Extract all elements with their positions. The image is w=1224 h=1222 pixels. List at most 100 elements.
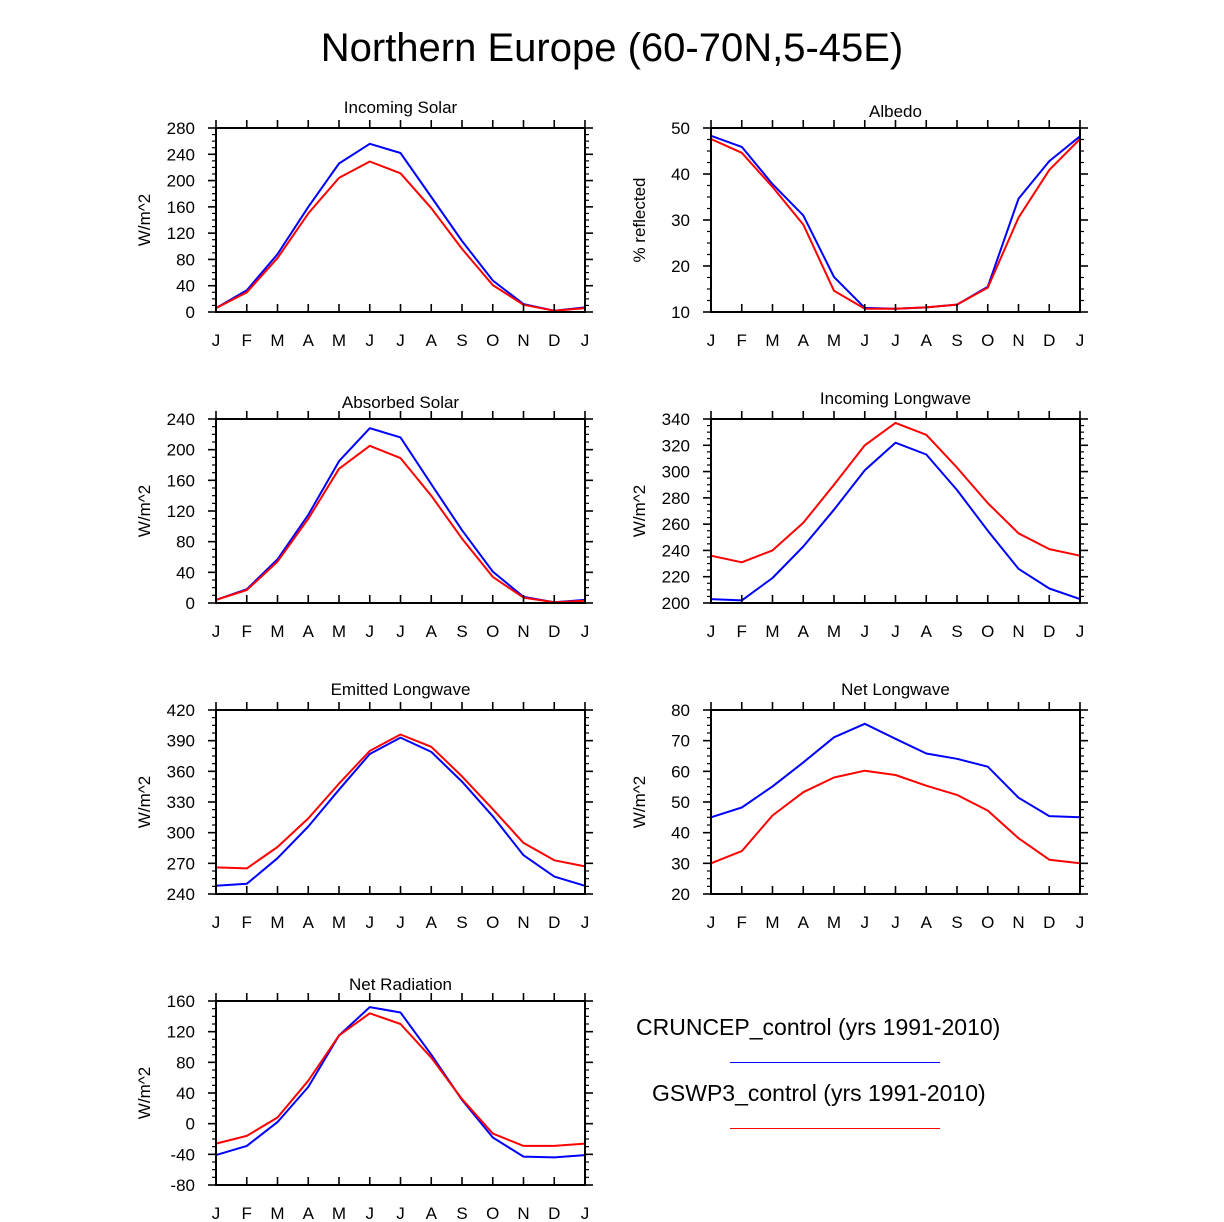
- x-tick-label: N: [517, 622, 529, 641]
- x-tick-label: A: [921, 622, 933, 641]
- y-tick-label: 0: [186, 303, 195, 322]
- x-tick-label: D: [1043, 622, 1055, 641]
- y-tick-label: 20: [671, 885, 690, 904]
- y-tick-label: 240: [662, 541, 690, 560]
- x-tick-label: A: [303, 622, 315, 641]
- x-tick-label: J: [891, 913, 900, 932]
- x-tick-label: D: [548, 622, 560, 641]
- y-tick-label: 40: [176, 563, 195, 582]
- x-tick-label: J: [212, 1204, 221, 1222]
- x-tick-label: J: [581, 331, 590, 350]
- x-tick-label: M: [270, 1204, 284, 1222]
- x-tick-label: A: [921, 913, 933, 932]
- x-tick-label: J: [707, 622, 716, 641]
- y-axis-label-net-radiation: W/m^2: [135, 1067, 154, 1119]
- panel-title-net-longwave: Net Longwave: [841, 680, 950, 699]
- y-axis-label-albedo: % reflected: [630, 177, 649, 262]
- x-tick-label: S: [456, 913, 467, 932]
- x-tick-label: O: [486, 1204, 499, 1222]
- x-tick-label: N: [1012, 913, 1024, 932]
- series-line-1-net-radiation: [215, 1006, 586, 1159]
- figure-title: Northern Europe (60-70N,5-45E): [320, 26, 904, 70]
- x-tick-label: A: [426, 331, 438, 350]
- panel-title-emitted-longwave: Emitted Longwave: [331, 680, 471, 699]
- y-tick-label: 80: [671, 701, 690, 720]
- y-tick-label: 240: [167, 885, 195, 904]
- y-tick-label: 280: [167, 119, 195, 138]
- legend-label-series-2: GSWP3_control (yrs 1991-2010): [652, 1080, 986, 1106]
- x-tick-label: O: [486, 913, 499, 932]
- series-line-2-net-longwave: [710, 769, 1081, 865]
- x-tick-label: M: [332, 913, 346, 932]
- x-tick-label: S: [951, 331, 962, 350]
- x-tick-label: N: [517, 913, 529, 932]
- x-tick-label: S: [951, 622, 962, 641]
- y-tick-label: 240: [167, 145, 195, 164]
- legend-label-series-1: CRUNCEP_control (yrs 1991-2010): [636, 1014, 1001, 1040]
- y-tick-label: 330: [167, 793, 195, 812]
- y-axis-label-absorbed-solar: W/m^2: [135, 485, 154, 537]
- x-tick-label: M: [270, 913, 284, 932]
- x-tick-label: J: [212, 913, 221, 932]
- y-tick-label: -40: [170, 1145, 195, 1164]
- panel-title-absorbed-solar: Absorbed Solar: [342, 393, 460, 412]
- y-tick-label: 60: [671, 762, 690, 781]
- x-tick-label: S: [456, 331, 467, 350]
- x-tick-label: J: [891, 331, 900, 350]
- series-line-1-incoming-longwave: [710, 441, 1081, 602]
- x-tick-label: N: [1012, 622, 1024, 641]
- y-tick-label: 30: [671, 211, 690, 230]
- panel-title-albedo: Albedo: [869, 102, 922, 121]
- x-tick-label: F: [737, 622, 747, 641]
- x-tick-label: J: [861, 913, 870, 932]
- y-tick-label: 270: [167, 854, 195, 873]
- y-tick-label: 390: [167, 732, 195, 751]
- x-tick-label: J: [891, 622, 900, 641]
- x-tick-label: M: [827, 622, 841, 641]
- panel-emitted-longwave: J F M A M J J A S O N D J240270300330360390420Emitte…: [135, 680, 593, 932]
- y-tick-label: 40: [176, 277, 195, 296]
- legend-swatch-series-1: [730, 1062, 940, 1063]
- x-tick-label: J: [581, 622, 590, 641]
- y-tick-label: 200: [167, 441, 195, 460]
- x-tick-label: O: [981, 622, 994, 641]
- x-tick-label: M: [270, 622, 284, 641]
- series-line-1-net-longwave: [710, 722, 1081, 819]
- plot-frame-absorbed-solar: [215, 418, 586, 604]
- series-line-1-incoming-solar: [215, 142, 586, 312]
- x-tick-label: J: [396, 1204, 405, 1222]
- x-tick-label: J: [707, 913, 716, 932]
- x-tick-label: J: [396, 913, 405, 932]
- x-tick-label: S: [456, 622, 467, 641]
- x-tick-label: A: [798, 331, 810, 350]
- series-line-2-albedo: [710, 138, 1081, 310]
- panel-title-incoming-solar: Incoming Solar: [344, 98, 458, 117]
- x-tick-label: M: [332, 1204, 346, 1222]
- y-tick-label: 200: [662, 594, 690, 613]
- x-tick-label: N: [1012, 331, 1024, 350]
- x-tick-label: A: [303, 331, 315, 350]
- x-tick-label: J: [861, 622, 870, 641]
- x-tick-label: A: [798, 622, 810, 641]
- panel-incoming-longwave: J F M A M J J A S O N D J200220240260280300320340Inc…: [630, 389, 1088, 641]
- x-tick-label: O: [981, 331, 994, 350]
- y-tick-label: 10: [671, 303, 690, 322]
- x-tick-label: M: [765, 331, 779, 350]
- x-tick-label: A: [426, 913, 438, 932]
- y-tick-label: 420: [167, 701, 195, 720]
- x-tick-label: J: [396, 331, 405, 350]
- x-tick-label: S: [456, 1204, 467, 1222]
- x-tick-label: D: [548, 1204, 560, 1222]
- x-tick-label: M: [827, 331, 841, 350]
- legend-swatch-series-2: [730, 1128, 940, 1129]
- y-tick-label: 80: [176, 1053, 195, 1072]
- series-line-1-albedo: [710, 134, 1081, 310]
- y-tick-label: 30: [671, 854, 690, 873]
- x-tick-label: J: [366, 622, 375, 641]
- panel-title-incoming-longwave: Incoming Longwave: [820, 389, 971, 408]
